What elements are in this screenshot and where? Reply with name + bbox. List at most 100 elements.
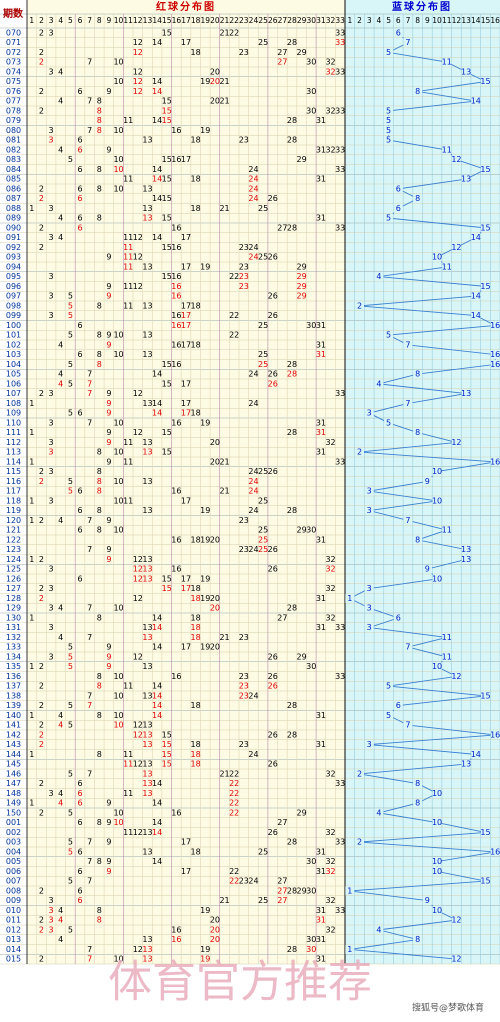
- red-ball: 25: [258, 535, 268, 544]
- red-ball: 6: [77, 847, 82, 856]
- blue-ball: 7: [405, 721, 410, 730]
- red-ball: 10: [113, 691, 123, 700]
- red-ball: 24: [248, 253, 258, 262]
- issue: 078: [6, 106, 21, 115]
- red-ball: 4: [58, 145, 63, 154]
- red-ball: 18: [191, 750, 201, 759]
- red-ball: 13: [142, 847, 152, 856]
- red-ball: 15: [162, 360, 172, 369]
- red-column-label: 6: [78, 16, 83, 25]
- red-ball: 27: [277, 223, 287, 232]
- issue: 003: [6, 838, 21, 847]
- red-ball: 20: [210, 643, 220, 652]
- blue-ball: 16: [490, 321, 500, 330]
- red-ball: 2: [39, 477, 44, 486]
- red-ball: 8: [97, 214, 102, 223]
- red-ball: 11: [123, 457, 133, 466]
- red-ball: 7: [87, 857, 92, 866]
- red-ball: 31: [316, 623, 326, 632]
- red-ball: 19: [200, 574, 210, 583]
- red-ball: 33: [335, 623, 345, 632]
- issue: 146: [6, 769, 21, 778]
- red-ball: 6: [77, 526, 82, 535]
- red-ball: 17: [181, 340, 191, 349]
- blue-ball-bg: [393, 28, 403, 38]
- red-ball: 3: [49, 28, 54, 37]
- red-ball: 21: [219, 769, 229, 778]
- red-ball: 19: [200, 126, 210, 135]
- red-column-label: 5: [68, 16, 73, 25]
- red-ball: 20: [210, 604, 220, 613]
- red-ball: 27: [277, 48, 287, 57]
- blue-ball: 8: [415, 799, 420, 808]
- red-ball: 3: [49, 604, 54, 613]
- red-ball: 1: [29, 516, 34, 525]
- issue: 102: [6, 340, 21, 349]
- red-ball: 13: [142, 262, 152, 271]
- red-ball: 10: [113, 526, 123, 535]
- red-ball: 28: [287, 360, 297, 369]
- red-ball: 8: [97, 711, 102, 720]
- issue: 134: [6, 652, 21, 661]
- red-ball: 20: [210, 77, 220, 86]
- blue-ball-bg: [374, 808, 384, 818]
- red-ball: 1: [29, 496, 34, 505]
- red-ball: 16: [171, 272, 181, 281]
- blue-ball: 3: [367, 487, 372, 496]
- issue: 001: [6, 818, 21, 827]
- blue-column-label: 8: [415, 16, 420, 25]
- red-ball: 26: [268, 565, 278, 574]
- blue-ball-bg: [384, 125, 394, 135]
- blue-ball: 4: [376, 808, 381, 817]
- issue: 129: [6, 604, 21, 613]
- red-ball: 2: [39, 106, 44, 115]
- red-ball: 31: [316, 594, 326, 603]
- red-ball: 15: [162, 155, 172, 164]
- blue-ball-bg: [432, 662, 442, 672]
- red-ball: 30: [306, 58, 316, 67]
- blue-ball: 14: [471, 233, 481, 242]
- red-ball: 29: [297, 652, 307, 661]
- blue-ball: 10: [432, 789, 442, 798]
- blue-ball-bg: [432, 252, 442, 262]
- issue: 090: [6, 223, 21, 232]
- red-ball: 17: [181, 155, 191, 164]
- red-ball: 9: [106, 545, 111, 554]
- blue-ball: 15: [480, 828, 490, 837]
- red-ball: 28: [287, 730, 297, 739]
- blue-ball-bg: [471, 291, 481, 301]
- red-ball: 23: [239, 262, 249, 271]
- red-ball: 31: [316, 428, 326, 437]
- red-ball: 5: [68, 379, 73, 388]
- blue-ball: 13: [461, 555, 471, 564]
- red-ball: 6: [77, 799, 82, 808]
- blue-ball-bg: [480, 223, 490, 233]
- blue-ball: 1: [347, 886, 352, 895]
- red-ball: 11: [123, 253, 133, 262]
- issue: 115: [6, 467, 21, 476]
- blue-ball: 14: [471, 750, 481, 759]
- issue: 120: [6, 516, 21, 525]
- red-ball: 24: [248, 487, 258, 496]
- red-ball: 8: [97, 106, 102, 115]
- red-ball: 32: [325, 145, 335, 154]
- red-ball: 31: [316, 711, 326, 720]
- blue-ball-bg: [364, 506, 374, 516]
- red-ball: 2: [39, 682, 44, 691]
- issue: 149: [6, 799, 21, 808]
- blue-ball: 8: [415, 779, 420, 788]
- red-column-label: 19: [200, 16, 210, 25]
- red-ball: 20: [210, 916, 220, 925]
- red-ball: 16: [171, 292, 181, 301]
- issue: 108: [6, 399, 21, 408]
- blue-ball-bg: [432, 467, 442, 477]
- red-ball: 16: [171, 535, 181, 544]
- blue-ball: 11: [442, 526, 452, 535]
- blue-ball: 6: [396, 613, 401, 622]
- blue-ball: 14: [471, 311, 481, 320]
- issue: 084: [6, 165, 21, 174]
- red-ball: 10: [113, 711, 123, 720]
- blue-ball-bg: [384, 47, 394, 57]
- red-ball: 5: [68, 409, 73, 418]
- red-ball: 6: [77, 214, 82, 223]
